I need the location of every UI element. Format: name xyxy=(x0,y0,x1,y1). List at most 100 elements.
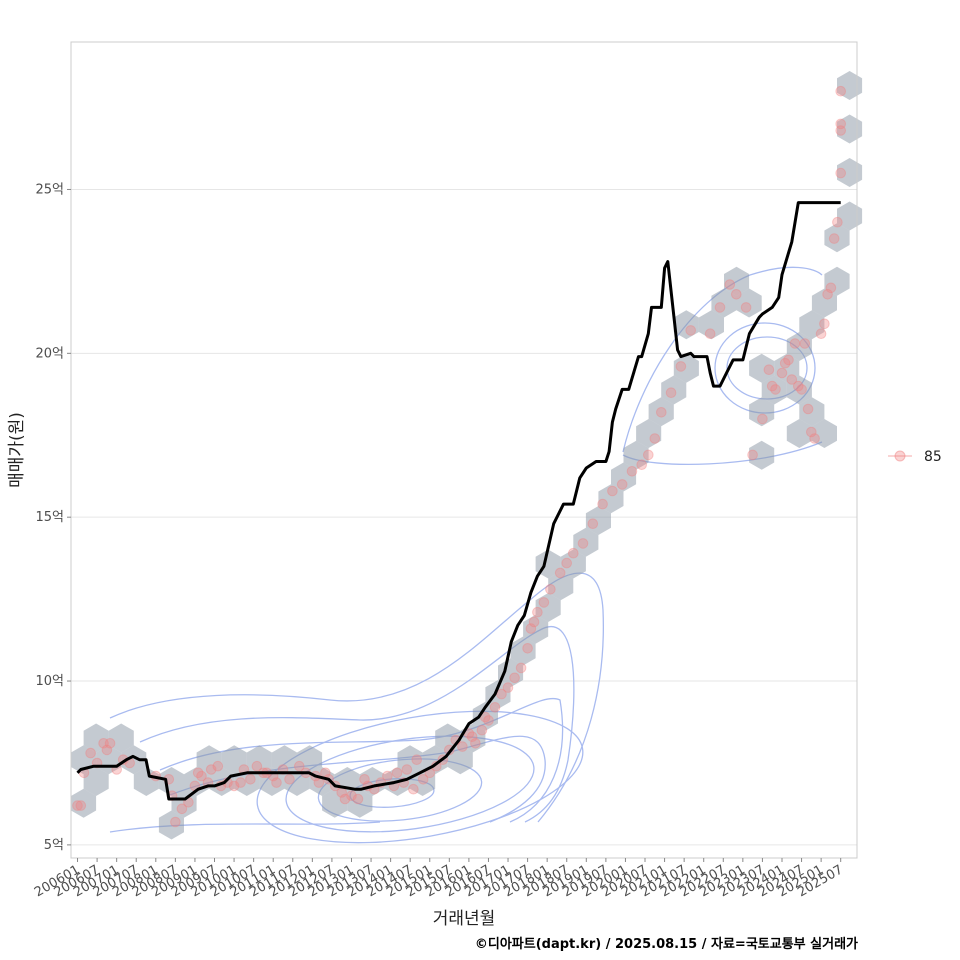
data-point xyxy=(568,547,579,559)
hexbin-cell xyxy=(786,419,812,448)
data-point xyxy=(815,328,827,340)
data-point xyxy=(747,449,758,461)
density-contour xyxy=(109,821,381,833)
data-point xyxy=(636,459,648,471)
hexbin-cell xyxy=(472,701,498,731)
hexbin-cell xyxy=(322,788,348,818)
hexbin-cell xyxy=(498,658,524,688)
hexbin-cell xyxy=(297,745,323,775)
y-tick-label: 15억 xyxy=(35,510,64,525)
data-point xyxy=(525,623,537,634)
data-point xyxy=(339,793,351,805)
data-point xyxy=(196,770,207,782)
y-tick-label: 10억 xyxy=(35,674,64,689)
data-point xyxy=(85,747,96,759)
data-point xyxy=(104,738,116,749)
hexbin-cell xyxy=(548,571,574,601)
data-point xyxy=(643,449,654,461)
hexbin-cell xyxy=(661,375,687,405)
data-point xyxy=(391,767,403,779)
data-point xyxy=(417,774,429,785)
hexbin-cell xyxy=(698,310,724,340)
data-point xyxy=(770,384,781,395)
data-point xyxy=(466,731,478,743)
hexbin-cell xyxy=(560,549,586,579)
hexbin-cell xyxy=(837,71,863,100)
hexbin-cell xyxy=(535,593,561,622)
data-point xyxy=(98,738,109,749)
data-point xyxy=(779,357,791,369)
hexbin-cell xyxy=(397,745,423,775)
data-point xyxy=(522,643,533,654)
data-point xyxy=(616,479,628,490)
data-point xyxy=(776,367,788,379)
hexbin-cell xyxy=(837,158,863,187)
hexbin-cell xyxy=(786,332,812,361)
data-point xyxy=(515,662,527,674)
hexbin-cell xyxy=(824,223,850,253)
data-point xyxy=(607,485,618,497)
hexbin-cell xyxy=(221,745,247,775)
data-point xyxy=(509,672,520,684)
data-point xyxy=(757,413,768,425)
data-point xyxy=(205,764,217,775)
data-point xyxy=(352,793,364,805)
data-point xyxy=(809,433,820,444)
data-point xyxy=(626,466,638,477)
hexbin-cell xyxy=(133,767,159,796)
data-point xyxy=(271,777,282,788)
data-point xyxy=(483,715,494,726)
hexbin-cell xyxy=(673,353,699,383)
data-point xyxy=(714,302,726,313)
hexbin-cell xyxy=(83,723,109,753)
data-point xyxy=(496,688,507,700)
data-point xyxy=(457,741,468,752)
hexbin-cell xyxy=(347,788,373,818)
y-tick-label: 5억 xyxy=(44,838,64,853)
hexbin-cell xyxy=(598,484,624,514)
data-point xyxy=(554,567,566,579)
hexbin-cell xyxy=(837,201,863,231)
hexbin-cell xyxy=(811,419,837,448)
hexbin-cell xyxy=(749,397,775,427)
data-point xyxy=(72,800,83,811)
hexbin-cell xyxy=(108,723,134,753)
data-point xyxy=(724,279,736,290)
hexbin-cell xyxy=(510,636,536,666)
data-point xyxy=(740,302,752,313)
hexbin-cell xyxy=(736,288,762,318)
hexbin-cell xyxy=(786,375,812,405)
data-point xyxy=(704,328,716,340)
data-point xyxy=(382,770,393,782)
data-point xyxy=(597,498,608,510)
data-point xyxy=(835,85,847,97)
hexbin-cell xyxy=(724,266,750,296)
data-point xyxy=(835,118,847,130)
density-contour xyxy=(256,710,584,844)
hexbin-cell xyxy=(749,440,775,470)
hexbin-cell xyxy=(71,788,97,818)
hexbin-cell xyxy=(573,527,599,557)
data-point xyxy=(587,518,599,530)
hexbin-cell xyxy=(837,114,863,144)
hexbin-cell xyxy=(799,310,825,340)
data-point xyxy=(675,361,687,372)
data-point xyxy=(176,803,188,815)
data-point xyxy=(170,816,181,828)
hexbin-cell xyxy=(799,397,825,427)
data-point xyxy=(766,380,778,392)
data-point xyxy=(825,282,837,294)
data-point xyxy=(408,783,419,795)
data-point xyxy=(470,738,481,749)
hexbin-cell xyxy=(611,462,637,492)
y-axis: 5억 10억 15억 20억 25억 xyxy=(35,182,71,853)
hexbin-cell xyxy=(648,397,674,427)
data-point xyxy=(649,433,661,444)
legend: 85 xyxy=(888,449,942,465)
hexbin-cell xyxy=(246,745,272,775)
data-point xyxy=(476,724,488,736)
data-point xyxy=(685,325,697,336)
hexbin-layer xyxy=(71,71,863,840)
y-tick-label: 20억 xyxy=(35,346,64,361)
